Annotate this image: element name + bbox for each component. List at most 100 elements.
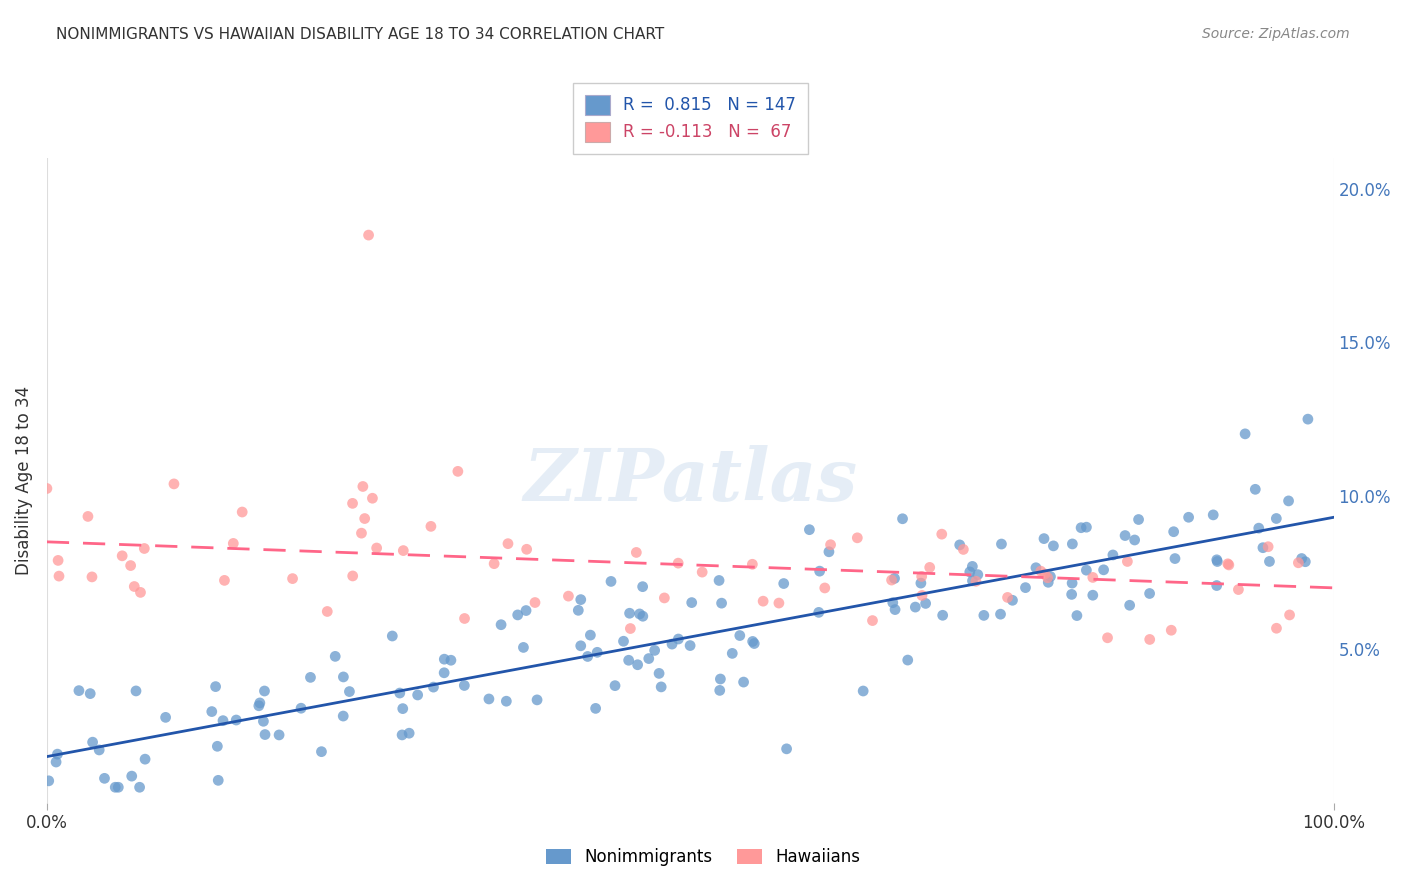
Nonimmigrants xyxy=(332,670,354,684)
Nonimmigrants xyxy=(506,607,529,622)
Hawaiians xyxy=(496,536,519,550)
Nonimmigrants xyxy=(990,537,1012,551)
Nonimmigrants xyxy=(1025,560,1047,574)
Nonimmigrants xyxy=(650,680,672,694)
Hawaiians xyxy=(1033,567,1056,582)
Nonimmigrants xyxy=(852,684,875,698)
Nonimmigrants xyxy=(586,645,609,659)
Hawaiians xyxy=(134,541,156,556)
Nonimmigrants xyxy=(339,684,361,698)
Nonimmigrants xyxy=(661,637,683,651)
Nonimmigrants xyxy=(495,694,517,708)
Hawaiians xyxy=(111,549,134,563)
Nonimmigrants xyxy=(617,653,640,667)
Nonimmigrants xyxy=(422,680,444,694)
Nonimmigrants xyxy=(290,701,312,715)
Nonimmigrants xyxy=(990,607,1012,622)
Nonimmigrants xyxy=(1139,586,1161,600)
Nonimmigrants xyxy=(799,523,821,537)
Nonimmigrants xyxy=(212,714,235,728)
Nonimmigrants xyxy=(1038,575,1060,590)
Hawaiians xyxy=(752,594,775,608)
Nonimmigrants xyxy=(741,634,763,648)
Nonimmigrants xyxy=(267,728,290,742)
Nonimmigrants xyxy=(440,653,463,667)
Nonimmigrants xyxy=(1205,553,1227,567)
Nonimmigrants xyxy=(612,634,634,648)
Nonimmigrants xyxy=(883,571,905,585)
Nonimmigrants xyxy=(631,609,654,624)
Nonimmigrants xyxy=(391,701,413,715)
Nonimmigrants xyxy=(253,727,276,741)
Nonimmigrants xyxy=(807,606,830,620)
Nonimmigrants xyxy=(134,752,156,766)
Nonimmigrants xyxy=(775,742,797,756)
Hawaiians xyxy=(77,509,100,524)
Hawaiians xyxy=(997,591,1019,605)
Hawaiians xyxy=(366,541,388,555)
Nonimmigrants xyxy=(46,747,69,761)
Nonimmigrants xyxy=(311,745,333,759)
Hawaiians xyxy=(741,558,763,572)
Hawaiians xyxy=(447,464,470,478)
Hawaiians xyxy=(1116,554,1139,568)
Nonimmigrants xyxy=(1033,532,1056,546)
Hawaiians xyxy=(1160,624,1182,638)
Nonimmigrants xyxy=(79,687,101,701)
Hawaiians xyxy=(619,622,641,636)
Nonimmigrants xyxy=(252,714,274,729)
Hawaiians xyxy=(1036,571,1059,585)
Nonimmigrants xyxy=(914,596,936,610)
Nonimmigrants xyxy=(82,735,104,749)
Nonimmigrants xyxy=(381,629,404,643)
Nonimmigrants xyxy=(332,709,354,723)
Hawaiians xyxy=(35,482,58,496)
Nonimmigrants xyxy=(323,649,346,664)
Nonimmigrants xyxy=(627,657,650,672)
Nonimmigrants xyxy=(1205,578,1227,592)
Nonimmigrants xyxy=(600,574,623,589)
Nonimmigrants xyxy=(962,574,984,588)
Nonimmigrants xyxy=(453,678,475,692)
Nonimmigrants xyxy=(1265,511,1288,525)
Hawaiians xyxy=(814,581,837,595)
Nonimmigrants xyxy=(962,559,984,574)
Hawaiians xyxy=(626,545,648,559)
Nonimmigrants xyxy=(728,628,751,642)
Hawaiians xyxy=(524,595,547,609)
Hawaiians xyxy=(361,491,384,506)
Nonimmigrants xyxy=(567,603,589,617)
Nonimmigrants xyxy=(93,772,115,786)
Nonimmigrants xyxy=(631,580,654,594)
Text: ZIPatlas: ZIPatlas xyxy=(523,445,858,516)
Hawaiians xyxy=(820,538,842,552)
Hawaiians xyxy=(48,569,70,583)
Nonimmigrants xyxy=(1164,551,1187,566)
Nonimmigrants xyxy=(628,607,651,621)
Nonimmigrants xyxy=(579,628,602,642)
Nonimmigrants xyxy=(1251,541,1274,555)
Text: Source: ZipAtlas.com: Source: ZipAtlas.com xyxy=(1202,27,1350,41)
Nonimmigrants xyxy=(910,576,932,591)
Y-axis label: Disability Age 18 to 34: Disability Age 18 to 34 xyxy=(15,386,32,575)
Hawaiians xyxy=(1265,621,1288,635)
Hawaiians xyxy=(1218,558,1240,572)
Hawaiians xyxy=(163,476,186,491)
Nonimmigrants xyxy=(882,596,904,610)
Nonimmigrants xyxy=(710,596,733,610)
Nonimmigrants xyxy=(891,512,914,526)
Hawaiians xyxy=(214,574,236,588)
Hawaiians xyxy=(862,614,884,628)
Hawaiians xyxy=(1029,564,1052,578)
Hawaiians xyxy=(482,557,505,571)
Hawaiians xyxy=(231,505,253,519)
Hawaiians xyxy=(120,558,142,573)
Nonimmigrants xyxy=(709,683,731,698)
Nonimmigrants xyxy=(1128,512,1150,526)
Nonimmigrants xyxy=(709,672,731,686)
Hawaiians xyxy=(419,519,441,533)
Hawaiians xyxy=(353,511,375,525)
Hawaiians xyxy=(1081,570,1104,584)
Nonimmigrants xyxy=(1001,593,1024,607)
Nonimmigrants xyxy=(38,773,60,788)
